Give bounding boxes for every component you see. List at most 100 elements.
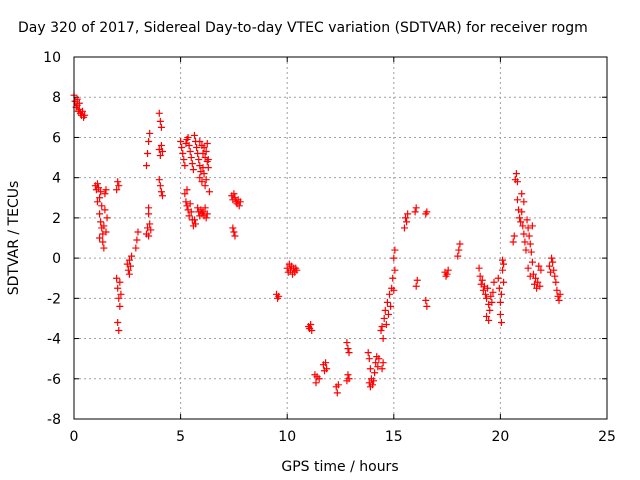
data-point [125,256,133,264]
data-point [115,327,123,335]
data-point [413,276,421,284]
data-point [231,232,239,240]
data-point [389,274,397,282]
data-point [390,286,398,294]
data-point [412,282,420,290]
data-point [114,284,122,292]
data-point [101,206,109,214]
data-point [114,318,122,326]
data-point [196,174,204,182]
data-point [364,349,372,357]
data-point [374,363,382,371]
data-point [81,111,89,119]
data-point [496,298,504,306]
data-point [201,182,209,190]
data-point [308,327,316,335]
data-point [103,214,111,222]
data-point [553,286,561,294]
data-point [96,234,104,242]
data-point [126,262,134,270]
data-point [485,316,493,324]
data-point [101,190,109,198]
data-point [193,144,201,151]
data-point [115,182,123,190]
data-point [526,272,534,280]
data-point [134,228,142,236]
data-point [192,220,200,228]
data-point [312,379,320,387]
data-point [202,148,210,156]
y-tick-label: 8 [52,90,61,106]
data-point [344,345,352,353]
data-point [96,194,104,202]
data-point [183,186,191,194]
data-point [198,178,206,186]
data-point [490,278,498,286]
data-point [400,224,408,232]
x-tick-labels: 0 5 10 15 20 25 [70,429,616,445]
data-point [378,322,386,330]
data-point [343,339,351,347]
data-point [204,164,212,172]
data-point [386,290,394,298]
data-point [517,218,525,226]
data-point [145,204,153,212]
data-point [365,355,373,363]
data-point [513,178,521,186]
data-point [236,198,244,206]
data-point [548,254,556,262]
axis-ticks [73,56,608,420]
data-point [371,369,379,377]
data-point [488,298,496,306]
data-point [513,196,521,204]
data-point [535,262,543,270]
data-point [534,278,542,286]
data-point [381,306,389,314]
data-point [322,359,330,367]
data-point [475,264,483,272]
data-point [481,290,489,298]
data-point [156,152,164,160]
data-point [365,379,373,387]
data-point [370,377,378,385]
data-point [383,298,391,306]
data-point [487,292,495,300]
data-point [510,232,518,240]
data-points [70,91,564,397]
data-point [180,156,188,164]
data-point [476,272,484,280]
data-point [552,278,560,286]
data-point [496,310,504,318]
y-tick-label: 6 [52,130,61,146]
data-point [96,210,104,218]
data-point [379,359,387,367]
x-tick-label: 10 [278,429,296,445]
data-point [156,117,164,125]
data-point [235,202,243,210]
data-point [205,188,213,196]
data-point [203,139,211,147]
y-tick-labels: -8 -6 -4 -2 0 2 4 6 8 10 [43,50,61,428]
x-axis-label: GPS time / hours [281,459,398,475]
data-point [185,212,193,220]
data-point [323,365,331,373]
data-point [333,389,341,397]
data-point [203,210,211,218]
grid-lines [74,57,607,419]
data-point [75,99,83,107]
data-point [142,162,150,170]
data-point [93,198,101,206]
data-point [114,178,122,186]
data-point [190,216,198,224]
data-point [525,232,533,240]
plot-frame [73,56,608,420]
data-point [275,292,283,300]
data-point [499,266,507,274]
data-point [181,190,189,198]
data-point [230,228,238,236]
data-point [187,154,195,162]
data-point [200,170,208,178]
data-point [102,228,110,236]
data-point [483,312,491,320]
